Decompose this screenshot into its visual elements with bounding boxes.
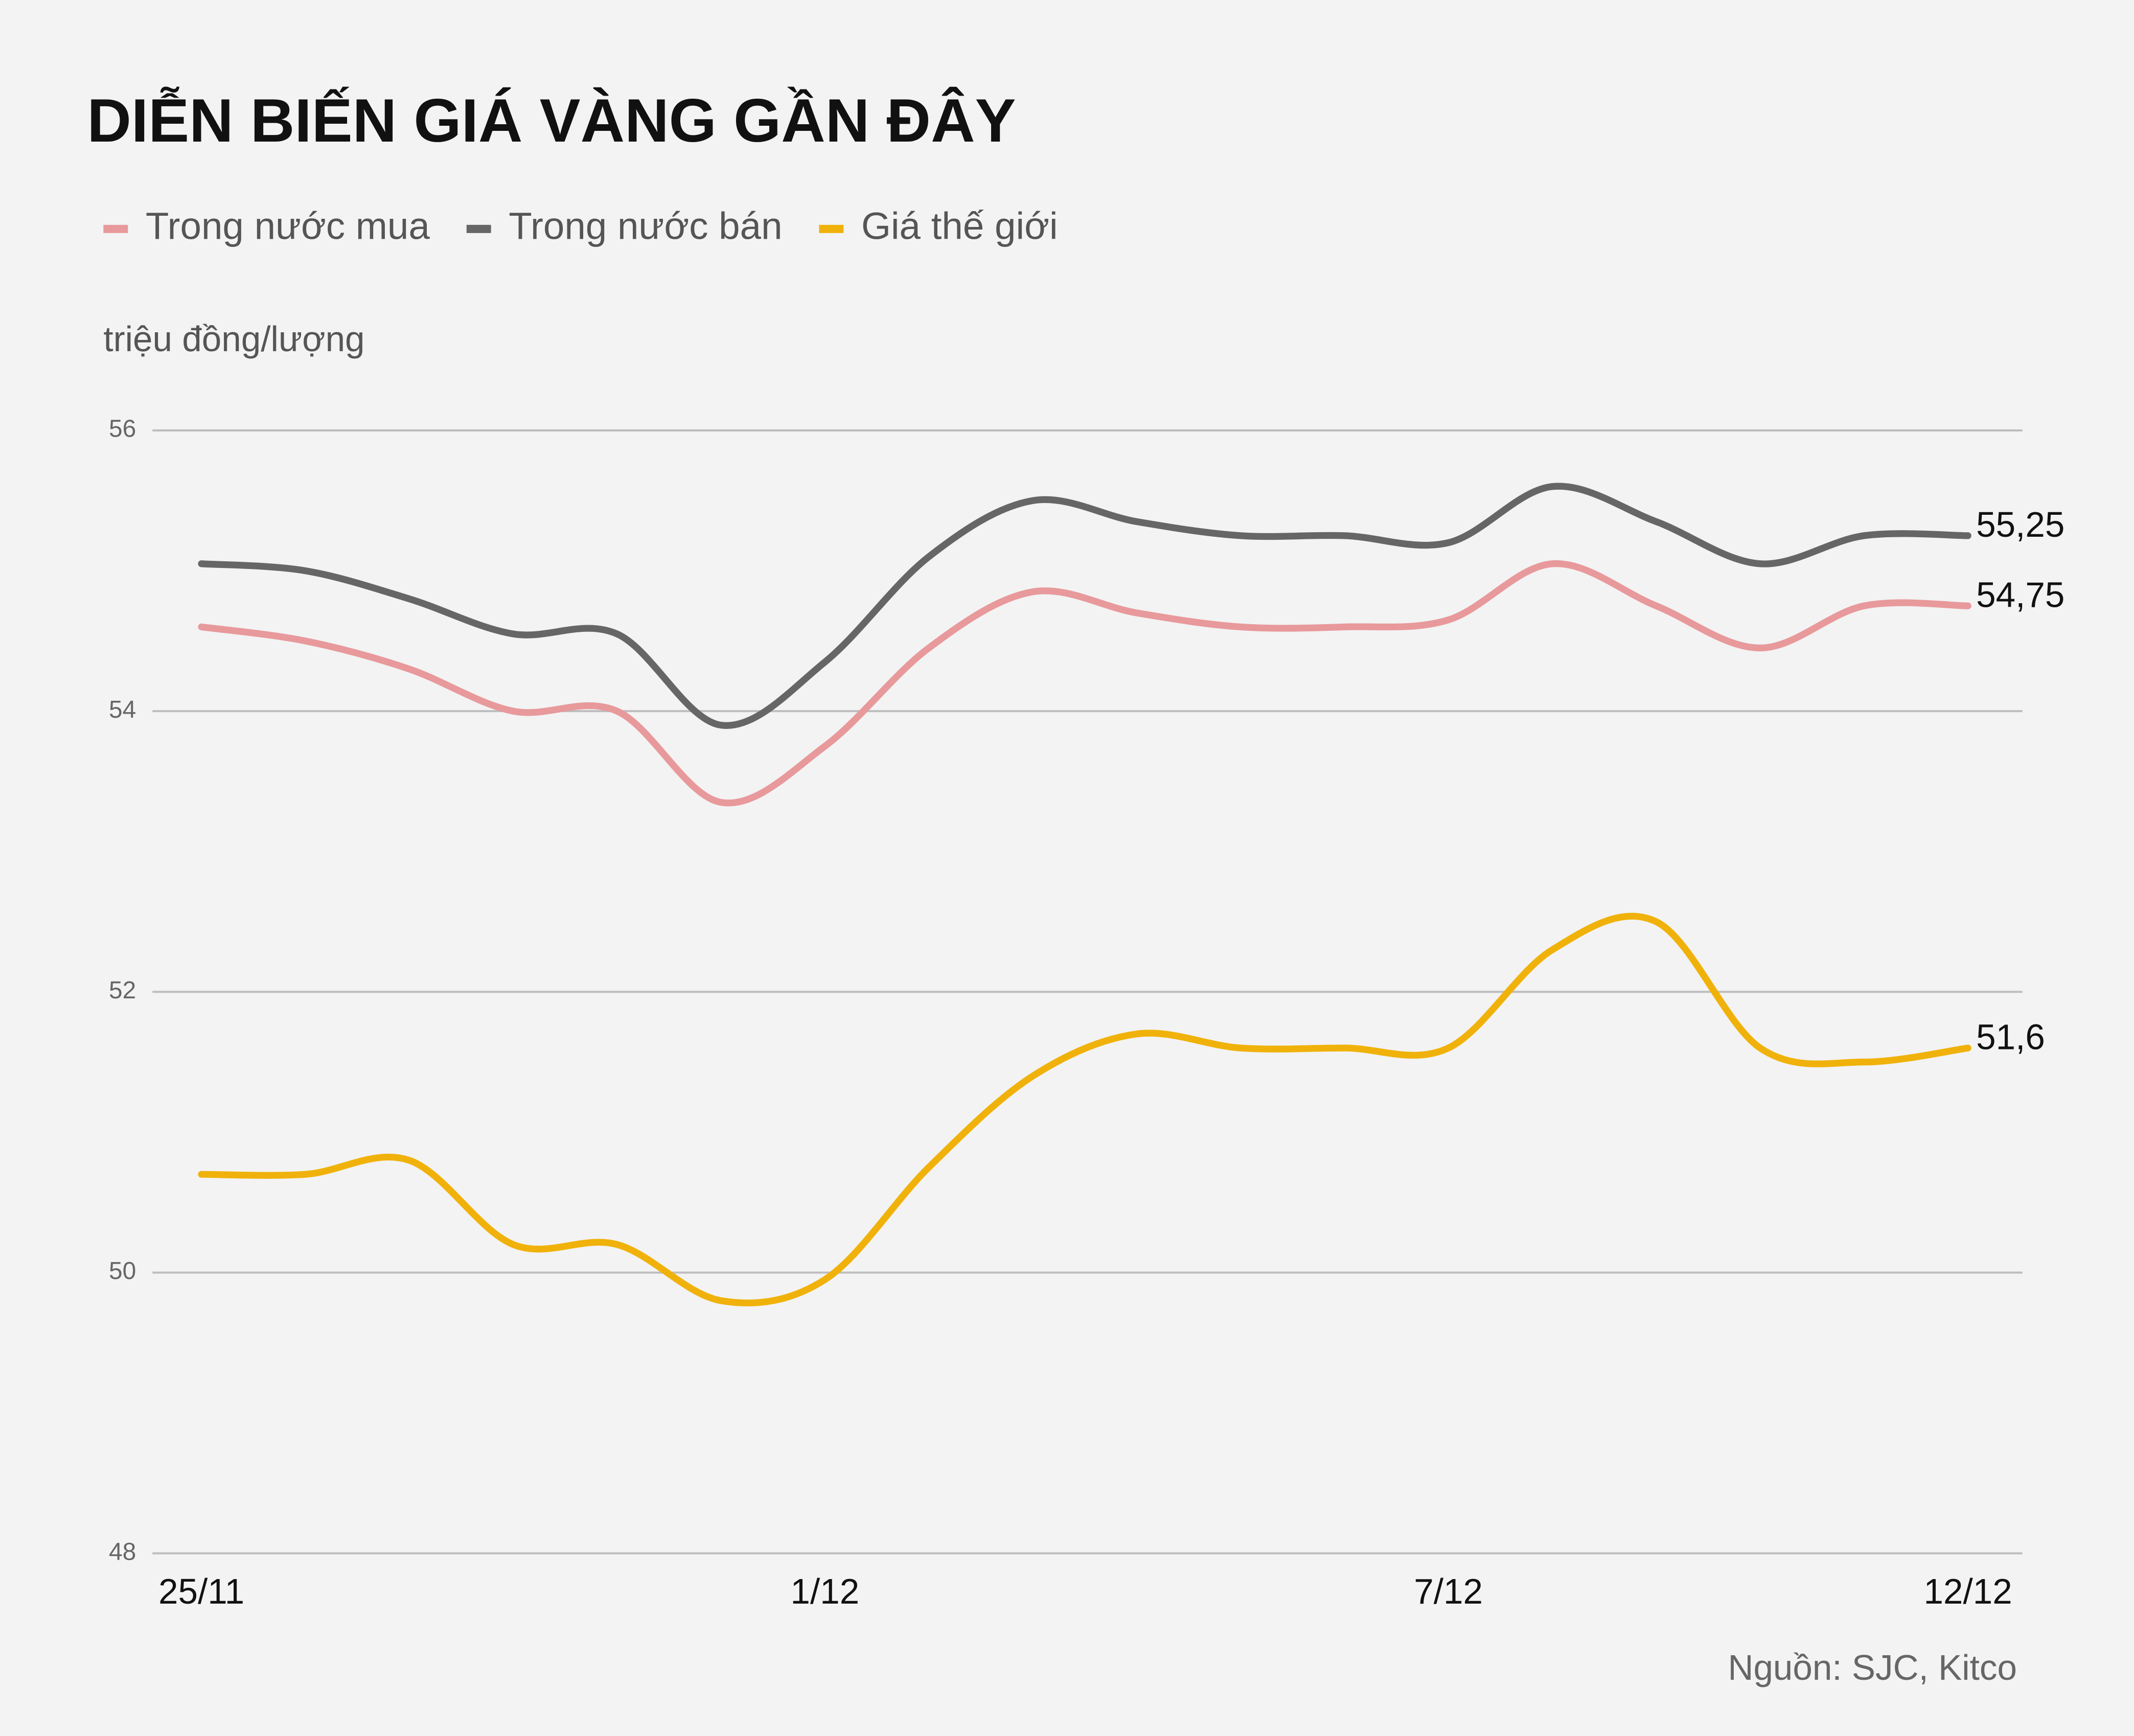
- legend-label: Trong nước mua: [146, 205, 430, 247]
- legend-label: Giá thế giới: [861, 205, 1058, 247]
- series-line: [198, 483, 1971, 729]
- y-tick-label: 54: [109, 696, 136, 723]
- y-tick-label: 56: [109, 416, 136, 443]
- x-tick-label: 7/12: [1414, 1571, 1483, 1611]
- series-line: [198, 560, 1971, 807]
- legend-label: Trong nước bán: [509, 205, 782, 247]
- x-tick-label: 25/11: [158, 1571, 244, 1611]
- value-label: 55,25: [1976, 505, 2064, 544]
- x-tick-label: 12/12: [1924, 1571, 2012, 1611]
- y-tick-label: 52: [109, 977, 136, 1004]
- value-label: 51,6: [1976, 1017, 2045, 1057]
- chart-title: DIỄN BIẾN GIÁ VÀNG GẦN ĐÂY: [87, 86, 1016, 155]
- y-axis-label: triệu đồng/lượng: [103, 319, 364, 359]
- y-tick-label: 48: [109, 1538, 136, 1565]
- source: Nguồn: SJC, Kitco: [1728, 1648, 2017, 1687]
- y-tick-label: 50: [109, 1258, 136, 1285]
- series-line: [198, 912, 1971, 1307]
- value-label: 54,75: [1976, 575, 2064, 615]
- x-tick-label: 1/12: [790, 1571, 859, 1611]
